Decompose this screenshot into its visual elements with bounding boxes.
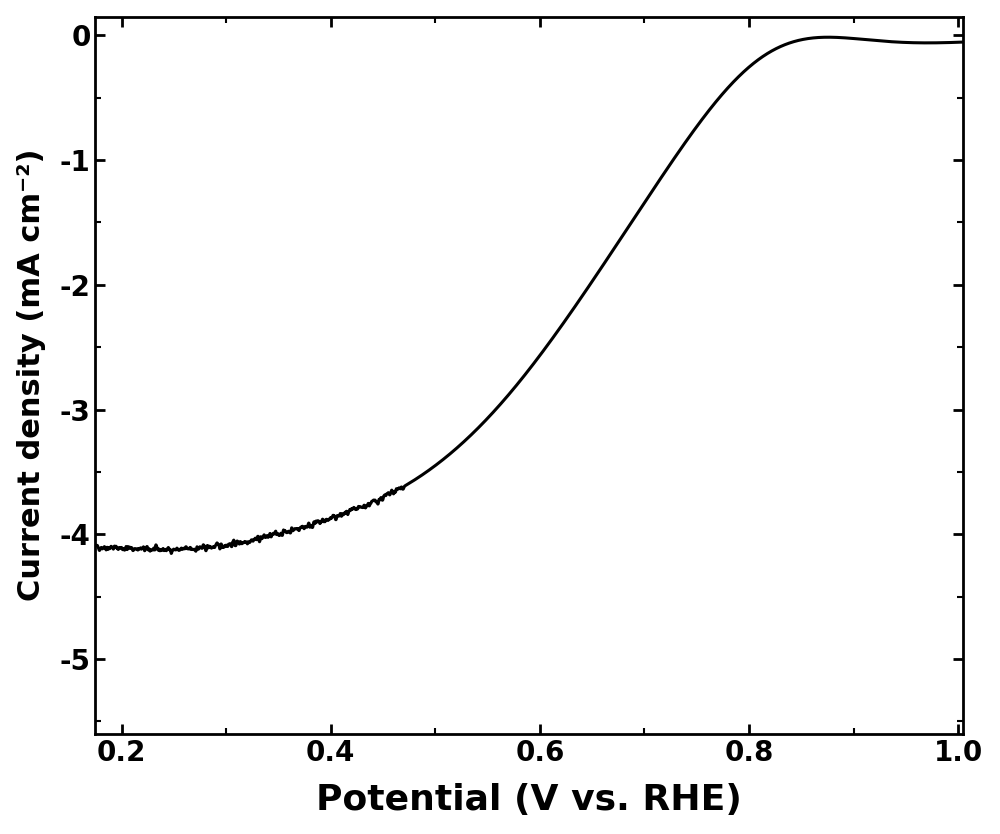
X-axis label: Potential (V vs. RHE): Potential (V vs. RHE) xyxy=(316,783,742,817)
Y-axis label: Current density (mA cm⁻²): Current density (mA cm⁻²) xyxy=(17,149,46,601)
